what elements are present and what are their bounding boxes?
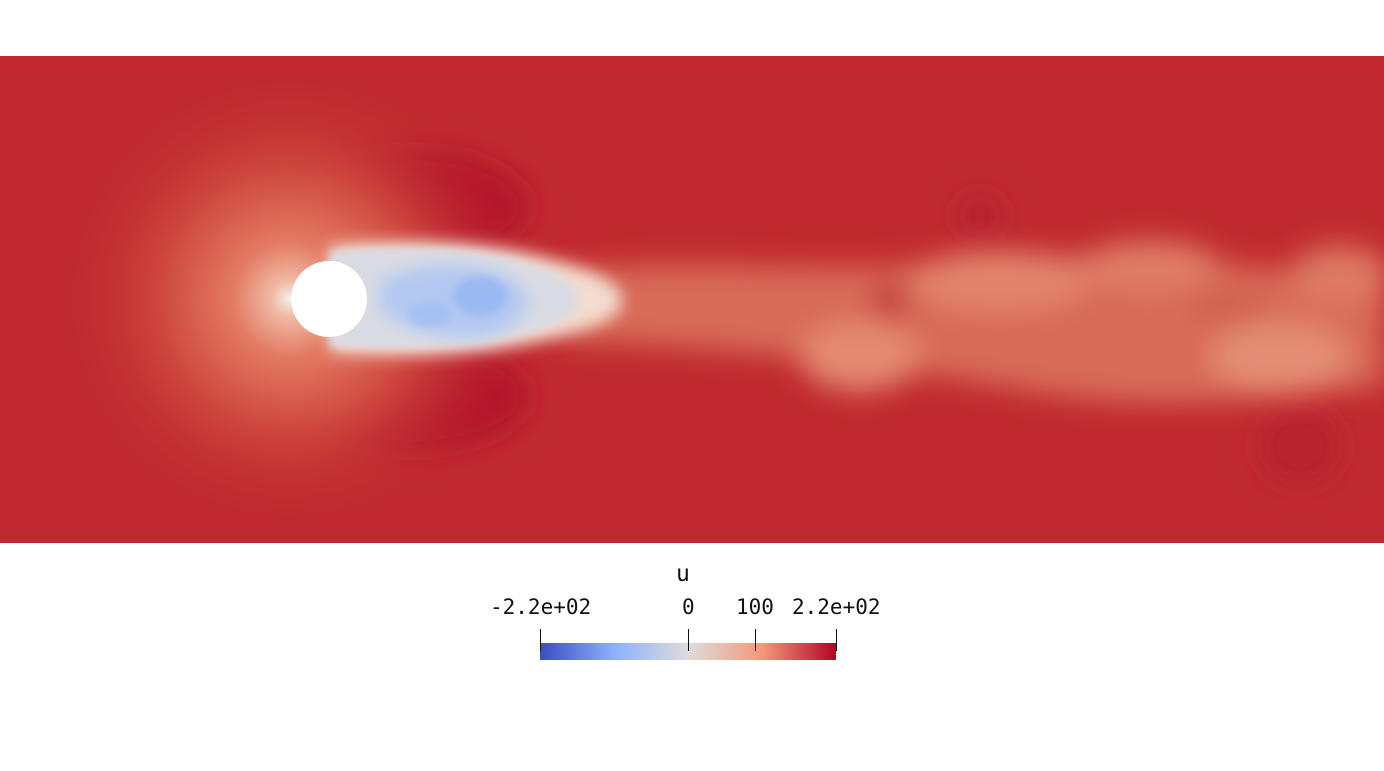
colorbar-tick bbox=[755, 629, 756, 651]
wake-turbulence bbox=[560, 241, 1384, 404]
colorbar-tick bbox=[540, 629, 541, 651]
colorbar-tick-label: -2.2e+02 bbox=[490, 595, 592, 619]
colorbar-title: u bbox=[676, 561, 690, 587]
colorbar-legend: u -2.2e+02 0 100 2.2e+02 bbox=[0, 543, 1384, 771]
colorbar-tick-label: 2.2e+02 bbox=[792, 595, 881, 619]
colorbar-tick-label: 100 bbox=[736, 595, 774, 619]
colorbar-tick bbox=[836, 629, 837, 651]
colorbar-gradient bbox=[540, 643, 836, 660]
cylinder-obstacle bbox=[291, 261, 367, 337]
flow-field-viewport bbox=[0, 56, 1384, 543]
colorbar-tick bbox=[688, 629, 689, 651]
recirculation-bubble bbox=[330, 241, 623, 356]
colorbar-tick-label: 0 bbox=[682, 595, 695, 619]
